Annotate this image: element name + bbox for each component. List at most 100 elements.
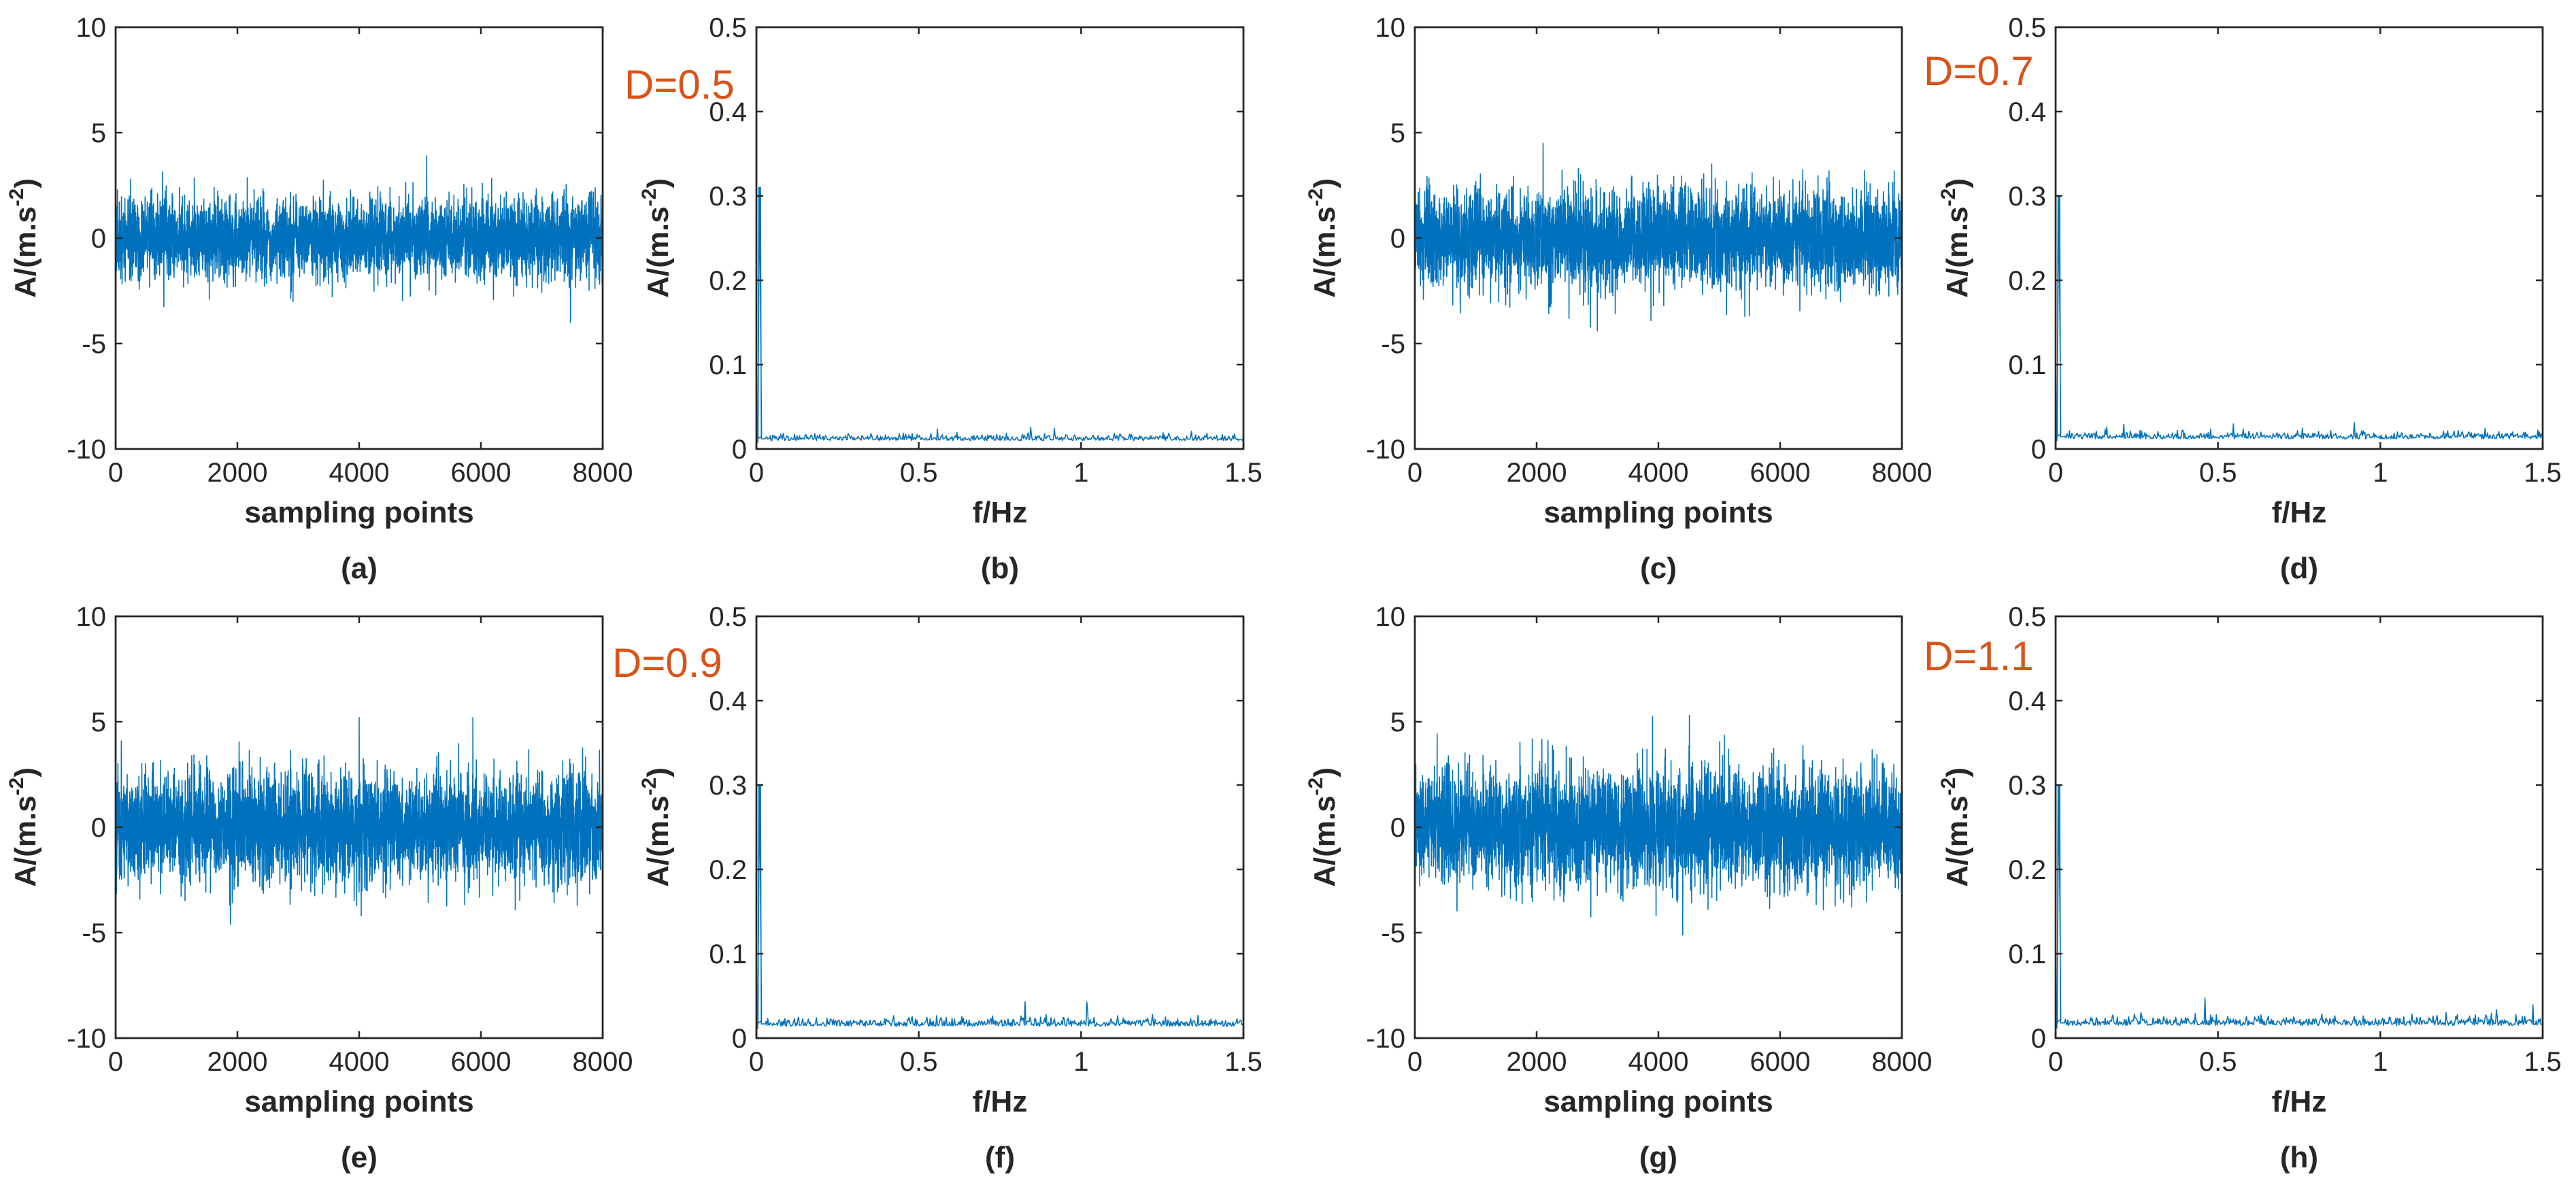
y-tick-label: 0.5 [2008,602,2046,632]
x-tick-label: 1 [2373,1047,2388,1077]
noise-intensity-label: D=0.7 [1924,48,2034,94]
y-tick-label: -10 [67,435,106,465]
x-tick-label: 1 [1073,1047,1088,1077]
x-tick-label: 4000 [1628,1047,1689,1077]
series-line-c [1415,142,1902,332]
series-line-e [116,717,603,925]
x-tick-label: 0.5 [900,458,938,488]
x-tick-label: 1.5 [1224,1047,1262,1077]
plot-border-d [2054,26,2544,450]
x-axis-label: sampling points [1543,496,1773,529]
y-tick-label: 0.3 [2008,182,2046,212]
y-tick-label: 0 [1390,224,1405,254]
y-tick-label: -5 [1381,918,1405,948]
y-tick-label: 0 [91,224,106,254]
y-tick-label: 0.2 [2008,266,2046,296]
subplot-f: 0 0.5 1 1.5 0 0.1 0.2 0.3 0.4 0.5 f/Hz A/(m.s-2) (f)… [612,602,1262,1174]
x-axis-label: f/Hz [2272,496,2327,529]
y-tick-label: 0.5 [709,602,747,632]
x-tick-label: 8000 [1872,1047,1933,1077]
plot-area-b [755,26,1245,450]
x-tick-label: 0 [749,458,764,488]
y-tick-label: 0.4 [2008,97,2046,127]
y-tick-label: 0.3 [709,182,747,212]
x-tick-label: 6000 [1750,458,1811,488]
x-tick-label: 0 [108,1047,123,1077]
x-tick-label: 1.5 [2524,458,2562,488]
subplot-caption: (g) [1639,1141,1677,1174]
subplot-caption: (d) [2280,552,2318,585]
y-tick-label: 10 [76,602,107,632]
subplot-caption: (c) [1640,552,1677,585]
y-tick-label: 0.3 [709,771,747,801]
y-tick-label: 0 [91,813,106,843]
y-tick-label: 10 [76,13,107,43]
series-line-f [756,784,1243,1029]
x-tick-label: 0.5 [900,1047,938,1077]
y-tick-label: 0 [2031,1024,2046,1054]
y-tick-label: 0.2 [709,266,747,296]
y-tick-label: 0 [732,1024,747,1054]
y-tick-label: 0.2 [2008,855,2046,885]
subplot-caption: (a) [341,552,378,585]
y-axis-label: A/(m.s-2) [5,178,42,298]
noise-intensity-label: D=0.5 [624,62,735,107]
y-tick-label: 0 [2031,435,2046,465]
y-tick-label: 5 [91,707,106,737]
x-tick-label: 2000 [207,1047,268,1077]
x-tick-label: 0.5 [2199,458,2237,488]
x-axis-label: f/Hz [973,496,1028,529]
subplot-caption: (h) [2280,1141,2318,1174]
x-axis-label: sampling points [1543,1085,1773,1118]
x-axis-label: sampling points [244,1085,473,1118]
x-tick-label: 8000 [1872,458,1933,488]
y-axis-label: A/(m.s-2) [1937,178,1974,298]
y-tick-label: 5 [1390,118,1405,148]
plot-border-b [755,26,1245,450]
y-tick-label: 0.1 [2008,350,2046,380]
x-tick-label: 1.5 [1224,458,1262,488]
subplot-caption: (f) [985,1141,1015,1174]
x-tick-label: 0 [749,1047,764,1077]
y-tick-label: 0.5 [709,13,747,43]
y-tick-label: -10 [1366,1024,1405,1054]
subplot-g: 0 2000 4000 6000 8000 -10 -5 0 5 10 sampling point… [1305,602,1932,1174]
x-axis-label: f/Hz [973,1085,1028,1118]
y-axis-label: A/(m.s-2) [5,767,42,887]
y-tick-label: 0.1 [709,939,747,969]
x-tick-label: 2000 [207,458,268,488]
y-tick-label: -5 [1381,329,1405,359]
x-tick-label: 1.5 [2524,1047,2562,1077]
x-tick-label: 0 [1407,458,1422,488]
noise-intensity-label: D=1.1 [1924,633,2034,679]
y-axis-label: A/(m.s-2) [638,767,675,887]
y-tick-label: 5 [91,118,106,148]
y-axis-label: A/(m.s-2) [1937,767,1974,887]
y-tick-label: 0.3 [2008,771,2046,801]
x-tick-label: 8000 [573,1047,633,1077]
x-axis-label: f/Hz [2272,1085,2327,1118]
x-tick-label: 0 [108,458,123,488]
noise-intensity-label: D=0.9 [612,640,722,686]
subplot-d: 0 0.5 1 1.5 0 0.1 0.2 0.3 0.4 0.5 f/Hz A/(m.s-2) (d)… [1924,13,2562,585]
plot-border-f [755,615,1245,1039]
x-tick-label: 0 [1407,1047,1422,1077]
y-tick-label: 0.1 [2008,939,2046,969]
y-tick-label: 0.4 [709,686,747,716]
y-tick-label: 0.1 [709,350,747,380]
subplot-h: 0 0.5 1 1.5 0 0.1 0.2 0.3 0.4 0.5 f/Hz A/(m.s-2) (h)… [1924,602,2562,1174]
x-tick-label: 6000 [451,1047,512,1077]
plot-area-d [2054,26,2544,450]
x-tick-label: 4000 [329,458,390,488]
y-axis-label: A/(m.s-2) [1305,767,1341,887]
y-tick-label: 0.5 [2008,13,2046,43]
x-tick-label: 2000 [1507,1047,1567,1077]
subplot-caption: (b) [981,552,1019,585]
y-tick-label: 0.2 [709,855,747,885]
plot-area-h [2054,615,2544,1039]
x-tick-label: 0 [2048,1047,2063,1077]
series-line-d [2056,195,2543,441]
x-tick-label: 1 [2373,458,2388,488]
y-axis-label: A/(m.s-2) [1305,178,1341,298]
